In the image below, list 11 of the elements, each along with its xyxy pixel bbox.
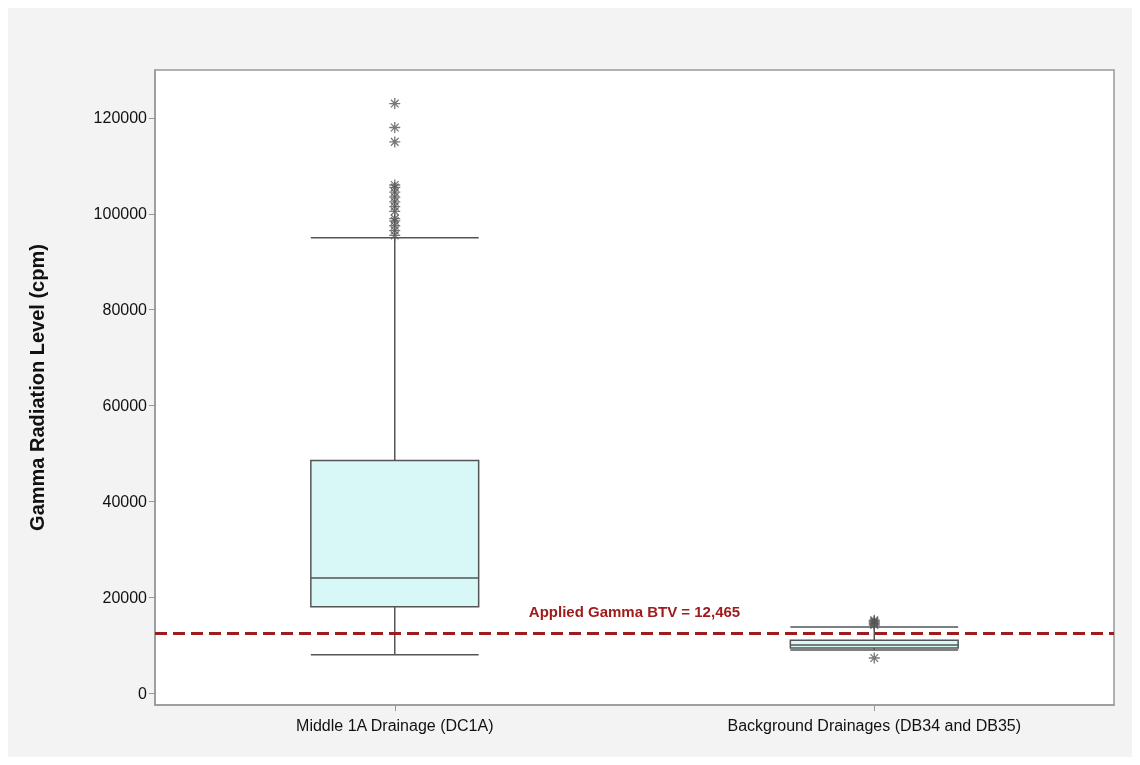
y-tick-label: 100000 bbox=[93, 205, 148, 223]
y-tick-label: 80000 bbox=[102, 301, 148, 319]
y-tick-label: 0 bbox=[138, 684, 148, 702]
y-tick-label: 60000 bbox=[102, 396, 148, 414]
y-tick-label: 40000 bbox=[102, 492, 148, 510]
y-tick-label: 20000 bbox=[102, 588, 148, 606]
x-tick-label: Middle 1A Drainage (DC1A) bbox=[296, 716, 494, 734]
y-tick-label: 120000 bbox=[93, 109, 148, 127]
ref-line-label: Applied Gamma BTV = 12,465 bbox=[528, 603, 741, 621]
y-axis-title: Gamma Radiation Level (cpm) bbox=[26, 244, 48, 531]
x-tick-label: Background Drainages (DB34 and DB35) bbox=[727, 716, 1021, 734]
